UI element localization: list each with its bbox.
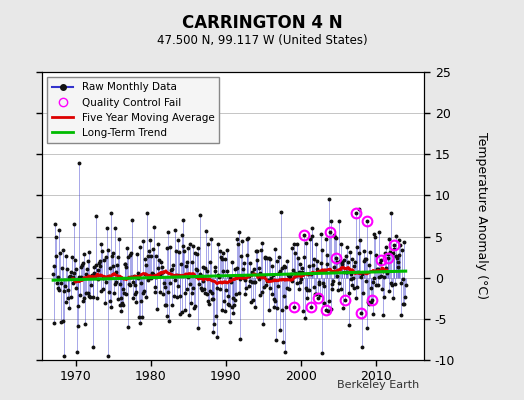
Legend: Raw Monthly Data, Quality Control Fail, Five Year Moving Average, Long-Term Tren: Raw Monthly Data, Quality Control Fail, …	[47, 77, 220, 143]
Y-axis label: Temperature Anomaly (°C): Temperature Anomaly (°C)	[475, 132, 488, 300]
Text: 47.500 N, 99.117 W (United States): 47.500 N, 99.117 W (United States)	[157, 34, 367, 47]
Text: Berkeley Earth: Berkeley Earth	[337, 380, 419, 390]
Text: CARRINGTON 4 N: CARRINGTON 4 N	[182, 14, 342, 32]
